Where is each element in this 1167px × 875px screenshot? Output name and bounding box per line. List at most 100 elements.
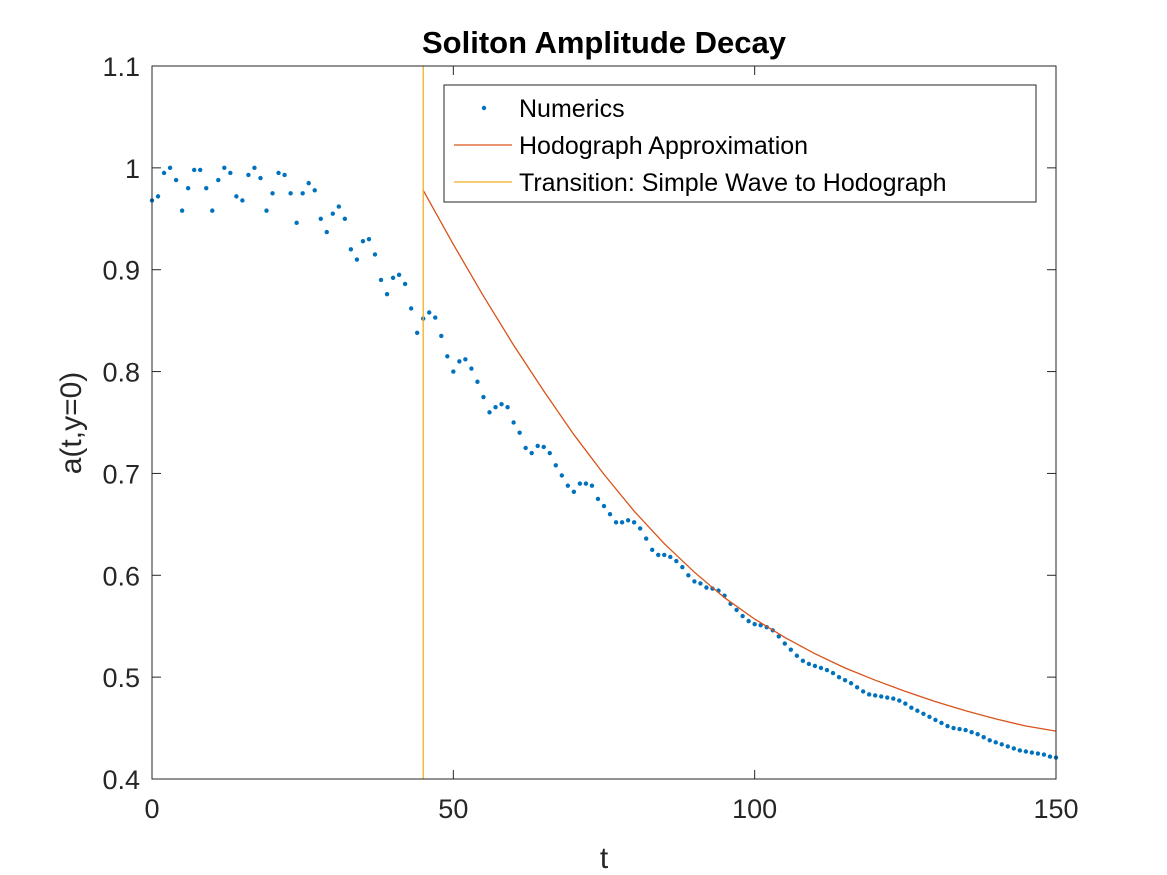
numerics-point — [445, 354, 450, 359]
numerics-point — [408, 306, 414, 311]
numerics-point — [842, 677, 848, 683]
numerics-point — [879, 694, 884, 699]
numerics-point — [354, 257, 360, 262]
numerics-point — [993, 740, 998, 745]
numerics-point — [939, 720, 944, 726]
numerics-point — [312, 188, 317, 193]
numerics-point — [173, 177, 179, 183]
numerics-point — [873, 693, 878, 698]
numerics-point — [258, 175, 263, 181]
numerics-point — [981, 735, 986, 740]
numerics-point — [234, 194, 239, 199]
numerics-point — [167, 165, 173, 171]
numerics-point — [595, 496, 601, 502]
numerics-point — [577, 481, 583, 486]
numerics-point — [318, 216, 323, 221]
numerics-point — [240, 198, 245, 203]
hodograph-line — [422, 189, 1057, 732]
numerics-point — [625, 518, 631, 523]
numerics-point — [619, 520, 625, 525]
numerics-point — [788, 647, 794, 652]
numerics-point — [674, 558, 679, 564]
numerics-point — [402, 281, 408, 287]
numerics-point — [662, 552, 667, 558]
numerics-point — [921, 711, 926, 717]
numerics-point — [656, 552, 661, 558]
numerics-point — [487, 410, 492, 415]
numerics-point — [806, 661, 812, 667]
numerics-point — [294, 220, 299, 226]
numerics-point — [228, 170, 233, 176]
numerics-point — [276, 170, 281, 176]
numerics-point — [481, 394, 486, 400]
numerics-point — [1011, 746, 1017, 751]
legend-box — [443, 84, 1037, 203]
numerics-point — [439, 333, 444, 339]
numerics-point — [535, 443, 540, 449]
numerics-point — [776, 634, 781, 639]
numerics-point — [300, 191, 305, 196]
numerics-point — [794, 653, 800, 658]
numerics-point — [903, 701, 908, 706]
numerics-point — [957, 726, 962, 732]
y-tick-label: 0.7 — [102, 459, 140, 489]
y-tick-label: 0.8 — [102, 358, 140, 388]
numerics-point — [210, 208, 215, 213]
numerics-point — [1029, 750, 1035, 755]
numerics-point — [824, 667, 830, 673]
numerics-point — [698, 581, 703, 586]
numerics-point — [179, 208, 185, 213]
numerics-point — [1041, 752, 1047, 757]
numerics-point — [161, 170, 167, 176]
y-tick-label: 0.5 — [102, 663, 140, 693]
numerics-point — [686, 573, 691, 578]
numerics-point — [800, 658, 806, 664]
numerics-point — [433, 315, 438, 320]
numerics-point — [885, 695, 890, 700]
numerics-point — [282, 172, 287, 178]
legend: Numerics Hodograph Approximation Transitio… — [443, 84, 1037, 203]
numerics-point — [270, 191, 275, 196]
y-tick-label: 0.9 — [102, 256, 140, 286]
numerics-point — [740, 613, 745, 619]
numerics-point — [704, 585, 709, 590]
numerics-point — [1047, 754, 1053, 759]
numerics-point — [951, 725, 956, 731]
numerics-point — [848, 681, 854, 686]
numerics-point — [999, 742, 1004, 747]
numerics-point — [601, 503, 607, 509]
numerics-point — [505, 405, 510, 410]
numerics-point — [185, 186, 191, 191]
numerics-point — [818, 665, 824, 671]
legend-marker-numerics — [481, 105, 487, 111]
numerics-point — [866, 692, 872, 697]
numerics-point — [746, 618, 751, 624]
numerics-point — [1005, 744, 1010, 749]
legend-label: Numerics — [519, 95, 625, 123]
x-axis-label: t — [600, 842, 609, 875]
numerics-point — [390, 275, 396, 281]
axis-ticks: 0 50 100 150 0.4 0.5 0.6 0.7 0.8 0.9 1 1.1 — [102, 52, 1078, 824]
numerics-point — [306, 180, 311, 186]
numerics-point — [541, 444, 546, 450]
numerics-point — [348, 247, 354, 252]
numerics-point — [963, 727, 968, 733]
numerics-point — [330, 211, 335, 216]
numerics-point — [372, 252, 378, 257]
legend-label: Hodograph Approximation — [519, 132, 808, 160]
numerics-point — [511, 420, 516, 425]
numerics-point — [378, 277, 384, 283]
numerics-point — [523, 445, 528, 451]
numerics-point — [204, 186, 209, 191]
numerics-point — [836, 674, 842, 680]
numerics-point — [1017, 748, 1023, 753]
numerics-point — [987, 738, 992, 743]
numerics-point — [680, 564, 685, 570]
y-tick-label: 1 — [125, 154, 140, 184]
numerics-point — [324, 229, 329, 235]
numerics-point — [613, 520, 619, 525]
numerics-point — [734, 607, 739, 613]
numerics-point — [414, 330, 420, 336]
numerics-point — [427, 310, 432, 315]
